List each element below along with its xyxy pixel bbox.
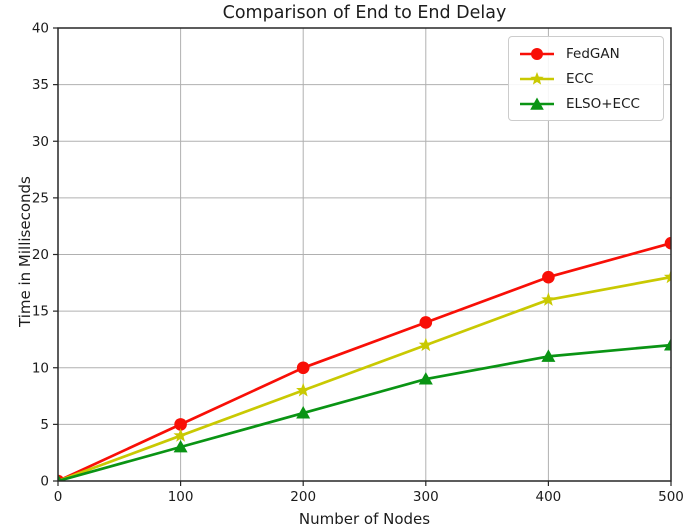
y-axis-label: Time in Milliseconds — [16, 176, 34, 327]
y-tick-label: 15 — [32, 304, 49, 320]
marker-star-ECC — [173, 428, 188, 442]
x-tick-label: 100 — [168, 489, 194, 505]
y-tick-label: 5 — [40, 417, 49, 433]
y-tick-label: 40 — [32, 21, 49, 37]
marker-triangle-ELSO+ECC — [664, 338, 671, 351]
marker-triangle-ELSO+ECC — [173, 440, 188, 453]
legend-entry-ecc: ECC — [517, 66, 655, 91]
x-tick-label: 200 — [290, 489, 316, 505]
legend-label: FedGAN — [566, 45, 620, 62]
y-tick-label: 10 — [32, 360, 49, 376]
series-line-FedGAN — [58, 241, 671, 481]
legend-label: ELSO+ECC — [566, 95, 640, 112]
marker-circle-FedGAN — [296, 361, 310, 375]
legend-entry-elso-ecc: ELSO+ECC — [517, 91, 655, 116]
legend: FedGAN ECC ELSO+ECC — [508, 36, 664, 121]
marker-circle-FedGAN — [174, 418, 187, 431]
marker-star-ECC — [296, 382, 311, 397]
triangle-marker-icon — [530, 97, 544, 110]
marker-star-ECC — [418, 337, 433, 352]
marker-circle-FedGAN — [542, 270, 555, 284]
marker-star-ECC — [541, 292, 556, 306]
x-tick-label: 300 — [413, 489, 439, 505]
legend-entry-fedgan: FedGAN — [517, 41, 655, 66]
y-tick-label: 35 — [32, 77, 49, 93]
marker-circle-FedGAN — [419, 316, 433, 329]
marker-triangle-ELSO+ECC — [296, 406, 311, 419]
series-line-ELSO+ECC — [58, 343, 671, 481]
marker-triangle-ELSO+ECC — [58, 474, 62, 481]
marker-circle-FedGAN — [664, 236, 671, 250]
marker-star-ECC — [663, 269, 671, 284]
legend-label: ECC — [566, 70, 594, 87]
marker-triangle-ELSO+ECC — [541, 349, 556, 362]
y-tick-label: 30 — [32, 134, 49, 150]
x-tick-label: 400 — [536, 489, 562, 505]
x-tick-label: 500 — [658, 489, 684, 505]
legend-sample-star-icon — [520, 71, 554, 85]
chart-title: Comparison of End to End Delay — [222, 3, 507, 23]
star-marker-icon — [530, 71, 544, 85]
legend-sample-triangle-icon — [520, 97, 554, 110]
legend-sample-circle-icon — [520, 47, 554, 60]
y-tick-label: 0 — [40, 474, 49, 490]
marker-triangle-ELSO+ECC — [418, 372, 433, 385]
y-tick-label: 25 — [32, 190, 49, 206]
x-tick-label: 0 — [54, 489, 63, 505]
y-tick-label: 20 — [32, 247, 49, 263]
series-group — [58, 236, 671, 481]
circle-marker-icon — [531, 47, 543, 60]
series-line-ECC — [58, 275, 671, 481]
x-axis-label: Number of Nodes — [298, 510, 431, 528]
